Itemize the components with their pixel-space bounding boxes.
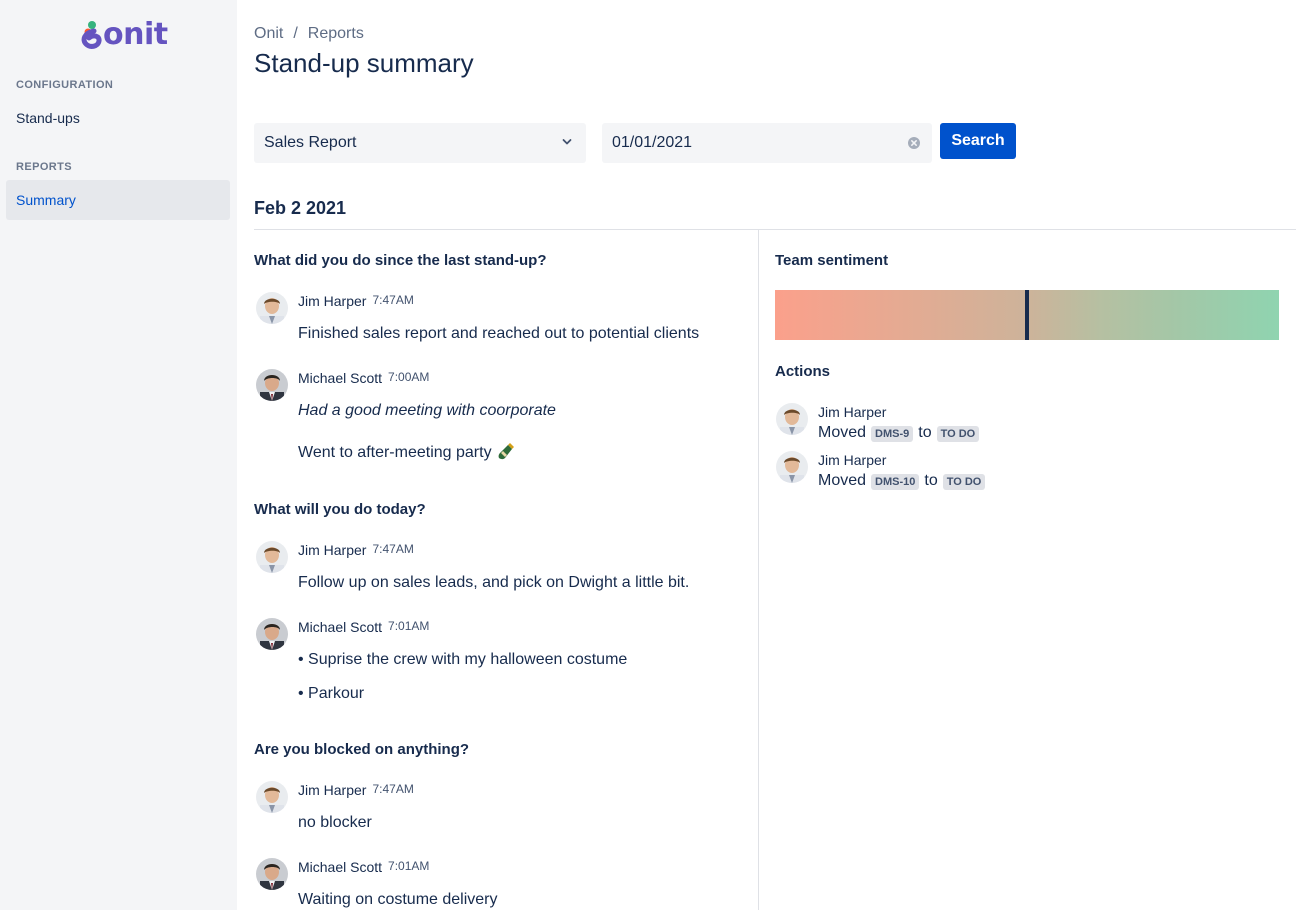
sidebar-item-summary[interactable]: Summary <box>6 180 230 220</box>
divider-horizontal <box>254 229 1296 230</box>
jim-harper-avatar-icon <box>776 451 808 483</box>
jim-harper-avatar-icon <box>776 403 808 435</box>
sentiment-bar <box>775 290 1279 340</box>
action-author: Jim Harper <box>818 404 887 420</box>
timestamp: 7:47AM <box>372 782 414 796</box>
logo-mark-icon <box>81 21 102 49</box>
answer-text: Waiting on costume delivery <box>298 891 498 908</box>
logo-text: onit <box>103 17 168 52</box>
timestamp: 7:01AM <box>388 859 430 873</box>
status-badge: TO DO <box>936 426 980 442</box>
search-button[interactable]: Search <box>940 123 1016 159</box>
breadcrumb-reports[interactable]: Reports <box>307 25 364 42</box>
report-select-value: Sales Report <box>264 134 357 151</box>
author-name: Michael Scott <box>298 370 383 386</box>
action-item: Moved DMS-9 to TO DO <box>818 424 984 442</box>
sentiment-heading: Team sentiment <box>775 252 889 269</box>
page-title: Stand-up summary <box>254 48 474 78</box>
question-heading: What did you do since the last stand-up? <box>254 252 547 269</box>
issue-key-badge[interactable]: DMS-10 <box>871 474 920 490</box>
answer-text-row: Went to after-meeting party <box>298 441 517 462</box>
onit-logo[interactable]: onit <box>80 18 168 52</box>
issue-key-badge[interactable]: DMS-9 <box>871 426 914 442</box>
jim-harper-avatar-icon <box>256 292 288 324</box>
michael-scott-avatar-icon <box>256 858 288 890</box>
author-name: Jim Harper <box>298 782 367 798</box>
jim-harper-avatar-icon <box>256 541 288 573</box>
sidebar-heading-reports: REPORTS <box>16 161 72 173</box>
avatar[interactable] <box>256 858 288 890</box>
answer-text: • Suprise the crew with my halloween cos… <box>298 651 628 668</box>
date-input[interactable]: 01/01/2021 <box>602 123 932 163</box>
question-heading: What will you do today? <box>254 501 426 518</box>
avatar[interactable] <box>256 781 288 813</box>
avatar[interactable] <box>776 451 808 483</box>
clear-icon[interactable] <box>908 137 920 149</box>
author-name: Jim Harper <box>298 542 367 558</box>
answer-text: no blocker <box>298 814 372 831</box>
sidebar-heading-configuration: CONFIGURATION <box>16 79 114 91</box>
date-heading: Feb 2 2021 <box>254 198 347 218</box>
jim-harper-avatar-icon <box>256 781 288 813</box>
answer-text: Follow up on sales leads, and pick on Dw… <box>298 574 690 591</box>
question-heading: Are you blocked on anything? <box>254 741 470 758</box>
report-select[interactable]: Sales Report <box>254 123 586 163</box>
avatar[interactable] <box>256 618 288 650</box>
author-name: Jim Harper <box>298 293 367 309</box>
action-item: Moved DMS-10 to TO DO <box>818 472 990 490</box>
sidebar: onit CONFIGURATION Stand-ups REPORTS Sum… <box>0 0 237 910</box>
author: Michael Scott 7:00AM <box>298 370 429 386</box>
action-verb: Moved <box>818 424 867 441</box>
breadcrumb: Onit / Reports <box>254 25 364 43</box>
timestamp: 7:01AM <box>388 619 430 633</box>
author-name: Michael Scott <box>298 859 383 875</box>
sentiment-marker <box>1025 290 1029 340</box>
author: Jim Harper 7:47AM <box>298 542 414 558</box>
breadcrumb-onit[interactable]: Onit <box>254 25 284 42</box>
avatar[interactable] <box>256 541 288 573</box>
author: Michael Scott 7:01AM <box>298 619 429 635</box>
timestamp: 7:00AM <box>388 370 430 384</box>
michael-scott-avatar-icon <box>256 369 288 401</box>
avatar[interactable] <box>256 369 288 401</box>
action-connector: to <box>924 472 938 489</box>
action-author: Jim Harper <box>818 452 887 468</box>
answer-text: Finished sales report and reached out to… <box>298 325 700 342</box>
michael-scott-avatar-icon <box>256 618 288 650</box>
status-badge: TO DO <box>942 474 986 490</box>
sidebar-item-stand-ups[interactable]: Stand-ups <box>16 110 80 126</box>
divider-vertical <box>758 230 759 910</box>
timestamp: 7:47AM <box>372 542 414 556</box>
answer-text: Went to after-meeting party <box>298 444 492 461</box>
timestamp: 7:47AM <box>372 293 414 307</box>
date-input-value: 01/01/2021 <box>612 134 693 151</box>
breadcrumb-separator: / <box>293 25 298 42</box>
avatar[interactable] <box>776 403 808 435</box>
author: Michael Scott 7:01AM <box>298 859 429 875</box>
author: Jim Harper 7:47AM <box>298 293 414 309</box>
champagne-bottle-icon <box>498 443 515 460</box>
actions-heading: Actions <box>775 363 831 380</box>
author: Jim Harper 7:47AM <box>298 782 414 798</box>
answer-text: • Parkour <box>298 685 365 702</box>
avatar[interactable] <box>256 292 288 324</box>
author-name: Michael Scott <box>298 619 383 635</box>
chevron-down-icon <box>562 139 572 145</box>
action-connector: to <box>918 424 932 441</box>
answer-text: Had a good meeting with coorporate <box>298 402 556 419</box>
action-verb: Moved <box>818 472 867 489</box>
